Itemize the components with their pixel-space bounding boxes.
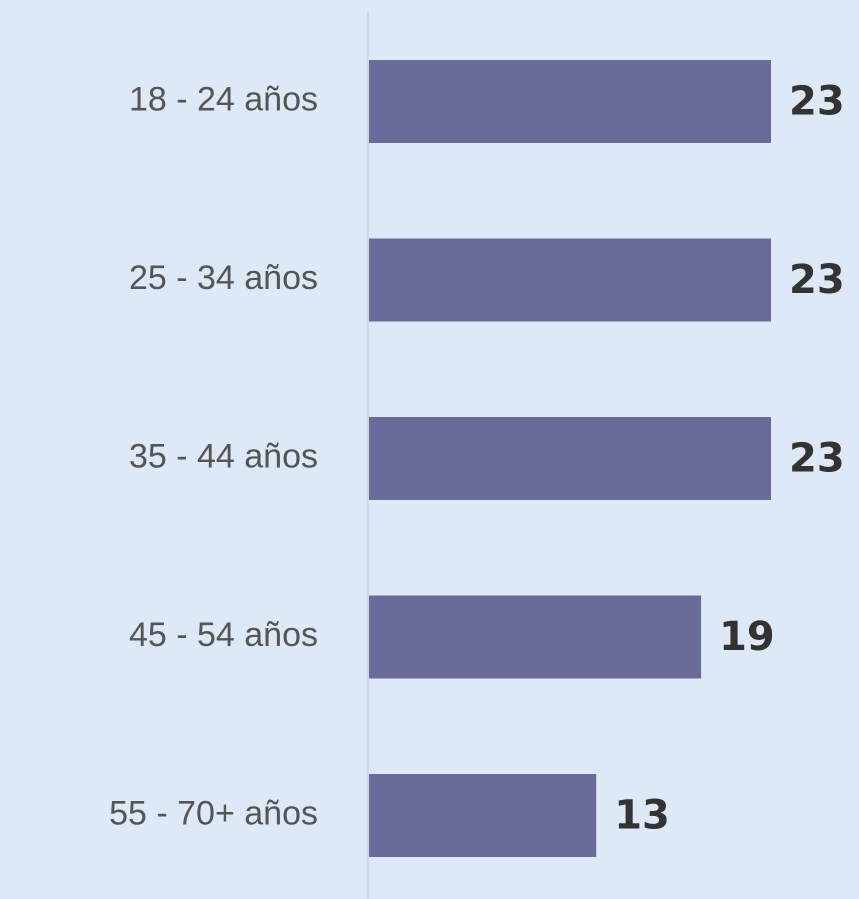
value-label: 19 — [719, 614, 775, 660]
category-label: 35 - 44 años — [129, 437, 318, 475]
category-label: 18 - 24 años — [129, 80, 318, 118]
bar — [369, 417, 771, 500]
bar — [369, 238, 771, 322]
value-label: 23 — [789, 79, 845, 125]
bar — [369, 60, 771, 143]
value-label: 13 — [614, 793, 670, 839]
value-label: 23 — [789, 257, 845, 303]
category-label: 25 - 34 años — [129, 259, 318, 297]
bar — [369, 774, 597, 857]
value-label: 23 — [789, 436, 845, 482]
category-label: 55 - 70+ años — [109, 794, 318, 832]
bar — [369, 595, 702, 679]
category-label: 45 - 54 años — [129, 616, 318, 654]
